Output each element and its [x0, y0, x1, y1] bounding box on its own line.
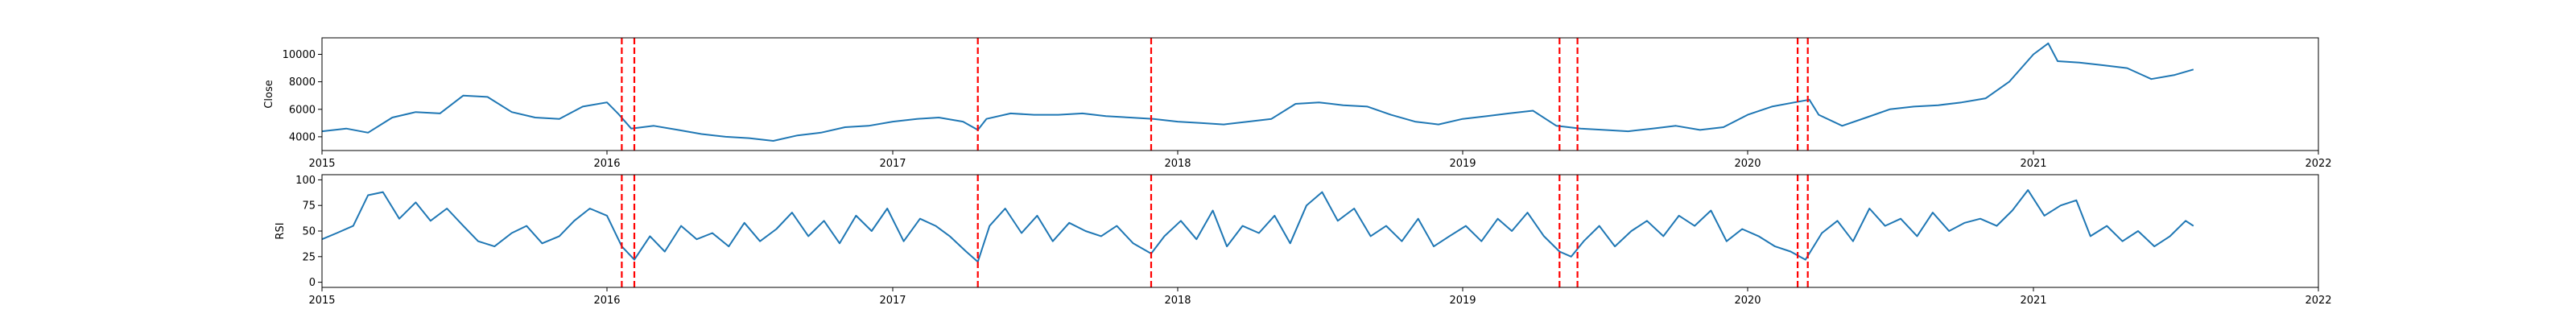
- close-x-tick-label-2017: 2017: [879, 158, 906, 170]
- rsi-series-layer: [321, 189, 2194, 263]
- close-series-layer: [321, 42, 2194, 142]
- rsi-y-tick-label-100: 100: [295, 175, 316, 187]
- close-x-tick-label-2018: 2018: [1164, 158, 1191, 170]
- close-y-tick-label-6000: 6000: [289, 104, 316, 116]
- rsi-x-axis: 2015 2016 2017 2018 2019 2020 2021 2022: [308, 287, 2332, 307]
- close-y-tick-label-8000: 8000: [289, 76, 316, 89]
- close-price-panel: 2015 2016 2017 2018 2019 2020 2021 2022 4000 600…: [263, 37, 2332, 170]
- rsi-axes-frame: [321, 174, 2319, 288]
- rsi-x-tick-label-2015: 2015: [308, 295, 335, 307]
- rsi-event-lines: [621, 175, 1809, 287]
- close-y-tick-label-4000: 4000: [289, 131, 316, 143]
- rsi-x-tick-label-2019: 2019: [1449, 295, 1476, 307]
- close-x-tick-label-2016: 2016: [593, 158, 620, 170]
- close-series-line-0: [321, 42, 2194, 142]
- rsi-x-tick-label-2016: 2016: [593, 295, 620, 307]
- close-axes-frame: [321, 37, 2319, 151]
- close-x-tick-label-2022: 2022: [2305, 158, 2331, 170]
- rsi-y-axis-label: RSI: [275, 222, 287, 239]
- rsi-x-tick-label-2022: 2022: [2305, 295, 2331, 307]
- close-y-axis-label: Close: [263, 80, 275, 108]
- rsi-y-tick-label-75: 75: [302, 200, 316, 213]
- rsi-panel: 2015 2016 2017 2018 2019 2020 2021 2022 0 25 50 75…: [275, 174, 2332, 307]
- close-x-tick-label-2021: 2021: [2020, 158, 2046, 170]
- rsi-y-tick-label-50: 50: [302, 226, 316, 238]
- rsi-y-tick-label-25: 25: [302, 251, 316, 263]
- rsi-y-axis: 0 25 50 75 100: [295, 175, 322, 289]
- close-y-tick-label-10000: 10000: [283, 49, 316, 61]
- close-x-tick-label-2015: 2015: [308, 158, 335, 170]
- rsi-x-tick-label-2021: 2021: [2020, 295, 2046, 307]
- close-x-tick-label-2019: 2019: [1449, 158, 1476, 170]
- rsi-x-tick-label-2020: 2020: [1734, 295, 1761, 307]
- close-x-tick-label-2020: 2020: [1734, 158, 1761, 170]
- close-event-lines: [621, 38, 1809, 151]
- close-x-axis: 2015 2016 2017 2018 2019 2020 2021 2022: [308, 151, 2332, 170]
- rsi-y-tick-label-0: 0: [309, 277, 316, 289]
- rsi-series-line-0: [321, 189, 2194, 263]
- close-y-axis: 4000 6000 8000 10000: [283, 49, 322, 143]
- rsi-x-tick-label-2018: 2018: [1164, 295, 1191, 307]
- rsi-x-tick-label-2017: 2017: [879, 295, 906, 307]
